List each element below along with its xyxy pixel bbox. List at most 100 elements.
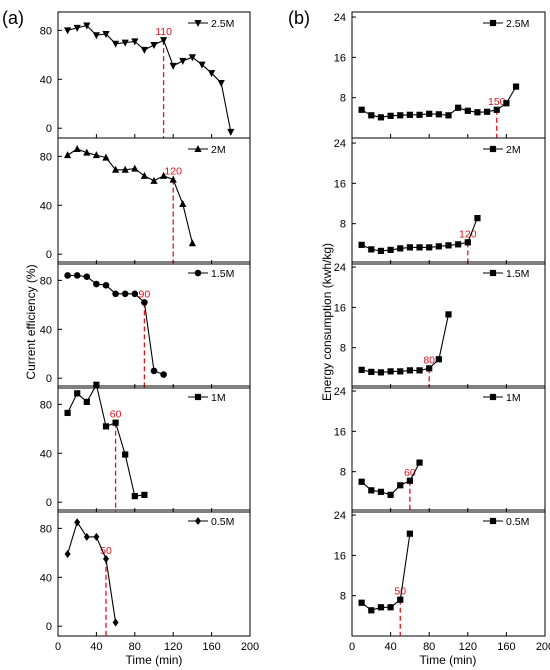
data-point-efficiency-1p5m [121,290,129,298]
panel-energy-2p5m: 8 16 24 150 2.5M [334,11,546,139]
data-point-energy-2p5m [474,109,481,116]
data-point-energy-1p5m [377,369,385,376]
data-point-efficiency-2p5m [208,70,216,78]
panel-frame-efficiency-2m [57,137,251,265]
y-tick-label-energy-1p5m: 8 [340,343,346,355]
data-point-energy-1p5m [445,311,452,318]
data-point-energy-1p5m [426,365,433,372]
data-point-energy-2p5m [406,111,413,118]
legend-label-energy-2m: 2M [506,144,521,156]
data-point-efficiency-1m [102,423,110,430]
x-tick-label-efficiency: 200 [241,641,259,653]
data-point-efficiency-1p5m [112,290,119,298]
y-axis-label-current-efficiency: Current efficiency (%) [24,264,38,379]
y-tick-label-efficiency-1m: 40 [40,448,52,460]
data-point-energy-2p5m [464,107,471,114]
legend-marker-energy-1p5m [489,269,497,277]
data-point-efficiency-2p5m [92,32,100,40]
panel-frame-energy-0p5m [351,509,546,637]
cutoff-label-efficiency-2p5m: 110 [155,26,172,38]
y-tick-label-energy-0p5m: 24 [334,510,346,522]
data-point-efficiency-0p5m [93,532,100,541]
data-point-energy-1p5m [358,366,365,373]
y-tick-label-energy-0p5m: 8 [340,591,346,603]
data-point-energy-1m [416,459,423,466]
legend-marker-efficiency-2p5m [194,20,202,27]
x-tick-label-efficiency: 80 [129,641,141,653]
panel-frame-energy-1m [351,385,546,513]
cutoff-label-energy-2m: 120 [459,228,477,240]
data-point-efficiency-2p5m [64,27,72,35]
data-point-energy-2p5m [455,104,462,111]
cutoff-label-energy-1m: 60 [404,467,416,479]
data-point-energy-1m [397,482,404,489]
x-tick-label-energy: 40 [384,641,396,653]
y-axis-label-energy-consumption: Energy consumption (kwh/kg) [320,243,334,401]
data-point-efficiency-2p5m [131,38,139,46]
data-point-energy-2m [455,241,462,248]
panel-energy-1p5m: 8 16 24 80 1.5M [334,261,546,389]
data-point-energy-0p5m [387,604,394,611]
data-point-energy-1p5m [368,368,375,375]
data-point-energy-2p5m [377,114,385,121]
cutoff-label-energy-1p5m: 80 [423,354,435,366]
data-point-efficiency-1m [93,381,100,388]
legend-label-efficiency-0p5m: 0.5M [211,516,234,528]
data-point-efficiency-2p5m [179,57,187,65]
data-point-efficiency-2m [150,176,158,184]
legend-marker-efficiency-1m [194,393,202,401]
x-axis-label-right: Time (min) [420,653,477,667]
panel-efficiency-0p5m: 0 40 80 50 0.5M 0 40 80 120 160 200 [40,509,259,653]
y-tick-label-energy-2m: 24 [334,138,346,150]
data-point-efficiency-2p5m [112,40,120,48]
data-point-energy-2p5m [503,100,510,107]
data-point-energy-2m [445,242,452,249]
data-point-efficiency-1m [122,451,129,458]
data-point-energy-0p5m [406,530,413,537]
y-tick-label-efficiency-2p5m: 80 [40,25,52,37]
data-point-efficiency-1p5m [93,280,100,288]
legend-marker-efficiency-0p5m [195,517,201,525]
legend-label-energy-2p5m: 2.5M [506,18,529,30]
y-tick-label-energy-2p5m: 8 [340,93,346,105]
data-point-efficiency-2m [83,148,91,156]
x-tick-label-energy: 200 [536,641,550,653]
data-point-efficiency-1p5m [73,272,81,279]
panel-frame-efficiency-1m [57,385,251,513]
data-point-energy-2m [474,215,481,222]
data-point-efficiency-0p5m [103,554,109,563]
data-point-energy-2p5m [484,108,491,115]
data-point-energy-2p5m [358,106,365,113]
data-point-efficiency-1m [112,419,119,426]
legend-label-efficiency-2p5m: 2.5M [211,18,234,30]
panel-efficiency-1p5m: 0 40 80 90 1.5M [40,261,251,389]
y-tick-label-efficiency-1m: 80 [40,399,52,411]
legend-label-efficiency-1p5m: 1.5M [211,268,234,280]
data-point-efficiency-2m [73,145,81,153]
cutoff-label-efficiency-1p5m: 90 [139,288,151,300]
efficiency-chart: 0 40 80 110 2.5M 0 40 80 120 2M 0 40 80 90 1.5M 0 40 80 60… [40,11,259,653]
data-point-energy-1p5m [397,368,404,375]
y-tick-label-efficiency-1p5m: 40 [40,324,52,336]
data-point-energy-1m [387,491,394,498]
legend-marker-energy-0p5m [489,517,497,525]
data-point-energy-2m [426,244,433,251]
data-point-efficiency-2m [121,165,129,173]
panel-energy-1m: 8 16 24 60 1M [334,385,546,513]
data-point-efficiency-2p5m [150,42,158,50]
panel-frame-energy-1p5m [351,261,546,389]
data-point-efficiency-2p5m [102,31,110,39]
data-point-efficiency-2p5m [83,22,91,30]
data-point-energy-2m [435,243,442,250]
x-axis-label-left: Time (min) [126,653,183,667]
panel-frame-efficiency-0p5m [57,509,251,637]
cutoff-label-efficiency-2m: 120 [164,166,182,178]
data-point-energy-1m [406,477,413,484]
data-point-efficiency-1p5m [64,272,71,279]
data-point-energy-2p5m [416,111,423,118]
data-point-energy-0p5m [368,607,375,614]
panel-frame-efficiency-2p5m [57,11,251,139]
y-tick-label-energy-2m: 8 [340,219,346,231]
data-point-energy-2m [358,241,365,248]
x-tick-label-efficiency: 160 [202,641,220,653]
